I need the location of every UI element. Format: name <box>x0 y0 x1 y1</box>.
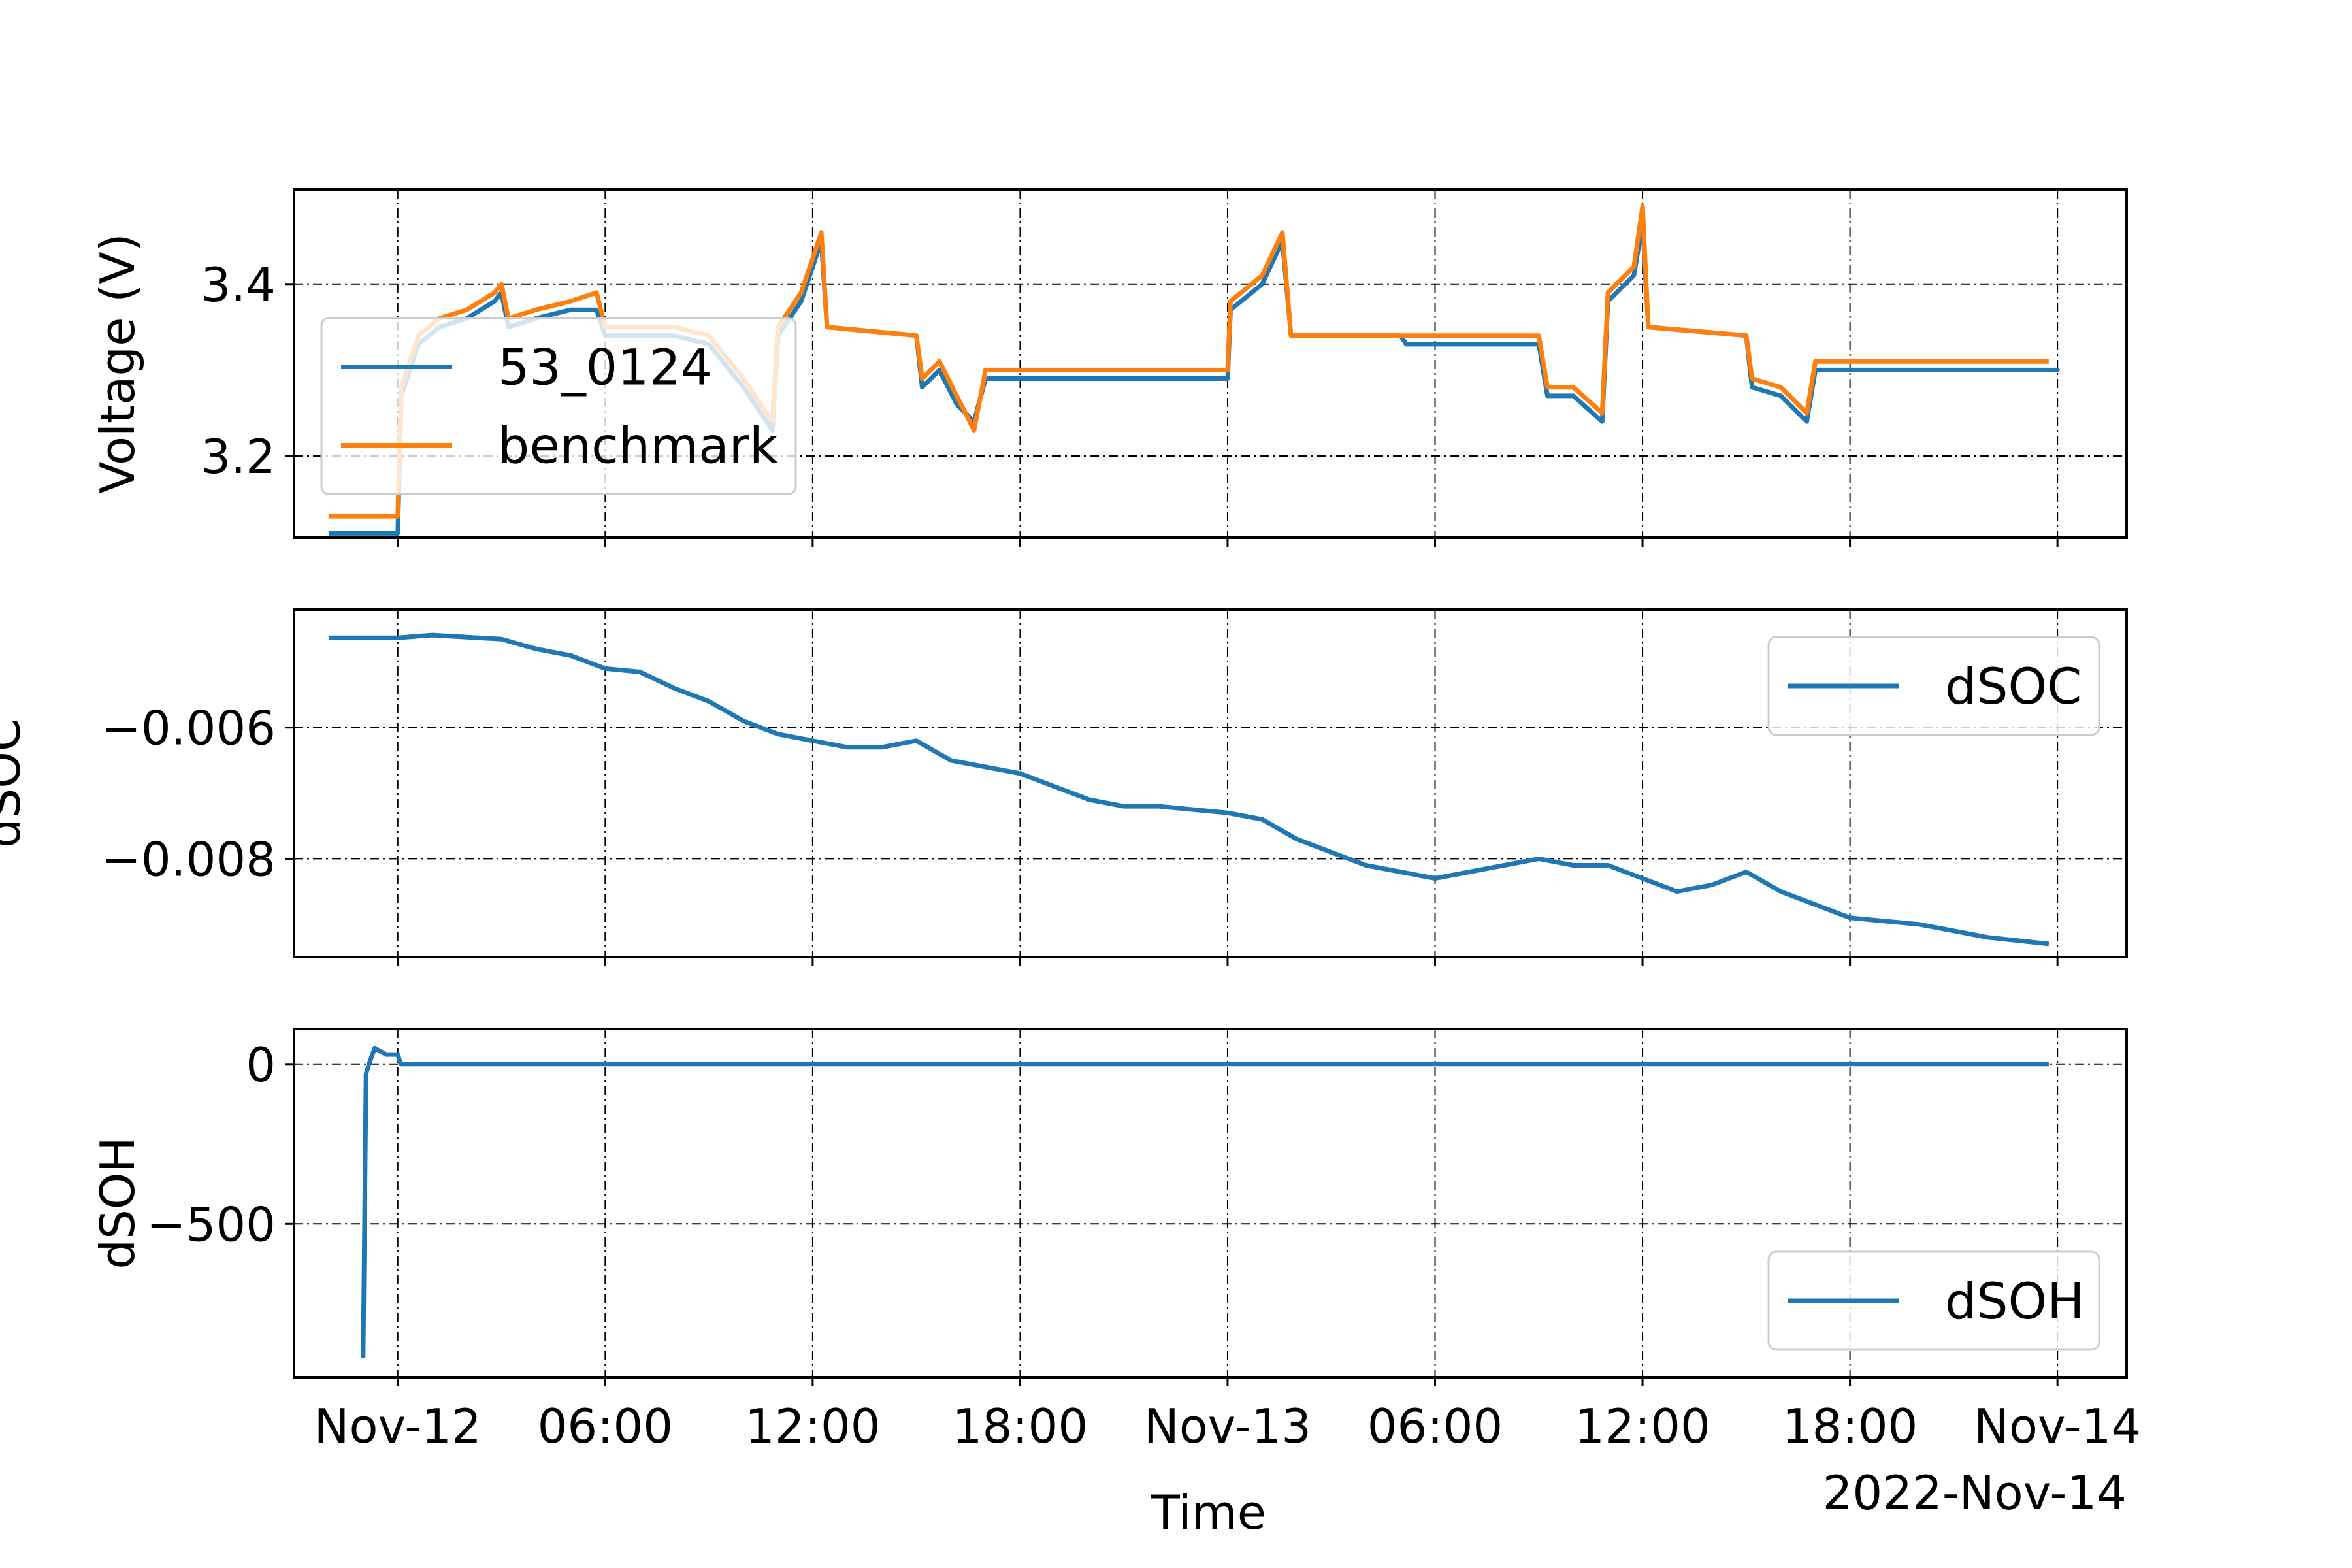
x-tick-label: 12:00 <box>745 1399 881 1454</box>
series-line-dsoh <box>361 1045 2049 1358</box>
y-axis-label: dSOC <box>0 719 31 848</box>
x-tick-label: Nov-13 <box>1144 1399 1311 1454</box>
y-tick-label: 3.2 <box>201 429 276 484</box>
x-axis-offset-label: 2022-Nov-14 <box>1823 1465 2127 1520</box>
legend-label: dSOH <box>1945 1272 2084 1330</box>
x-tick-label: Nov-12 <box>314 1399 482 1454</box>
y-tick-label: 0 <box>246 1037 276 1092</box>
y-tick-label: −0.008 <box>102 832 276 887</box>
subplot-1: 3.2 3.4 Voltage (V) 53_0124 benchmark <box>90 188 2128 547</box>
legend: dSOH <box>1767 1250 2100 1351</box>
axes-frame <box>293 1028 2128 1379</box>
legend-box <box>1767 1250 2100 1351</box>
axes-frame <box>293 608 2128 958</box>
legend-box <box>1767 636 2100 736</box>
x-tick-label: 06:00 <box>538 1399 674 1454</box>
legend-label: 53_0124 <box>498 338 712 397</box>
series-line-benchmark <box>328 204 2049 519</box>
y-axis-label: Voltage (V) <box>90 233 145 493</box>
subplot-2: −0.008 −0.006 dSOC dSOC <box>0 608 2128 966</box>
x-tick-label: 12:00 <box>1575 1399 1710 1454</box>
subplot-3: −500 0 Nov-12 06:00 12:00 18:00 Nov-13 06:00 12:… <box>90 1028 2141 1454</box>
legend-label: benchmark <box>498 417 778 475</box>
legend-box <box>320 317 797 495</box>
y-tick-label: −0.006 <box>102 701 276 756</box>
y-axis-label: dSOH <box>90 1137 145 1269</box>
x-tick-label: Nov-14 <box>1974 1399 2141 1454</box>
x-tick-label: 18:00 <box>1782 1399 1918 1454</box>
axes-frame <box>293 188 2128 539</box>
x-tick-label: 18:00 <box>953 1399 1088 1454</box>
x-axis-label: Time <box>1151 1485 1266 1540</box>
x-tick-label: 06:00 <box>1367 1399 1503 1454</box>
y-tick-label: 3.4 <box>201 257 276 312</box>
legend: dSOC <box>1767 636 2100 736</box>
legend: 53_0124 benchmark <box>320 317 797 495</box>
series-line-dsoc <box>328 632 2050 947</box>
y-tick-label: −500 <box>146 1197 276 1252</box>
legend-label: dSOC <box>1945 657 2082 715</box>
